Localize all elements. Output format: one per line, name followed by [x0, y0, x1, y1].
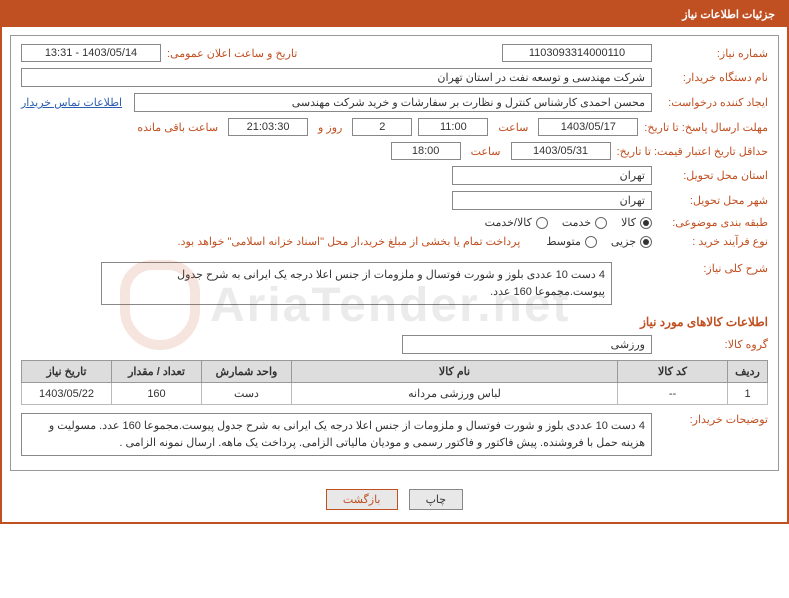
radio-item-minor[interactable]: جزیی	[611, 235, 652, 248]
print-button[interactable]: چاپ	[409, 489, 464, 510]
th-index: ردیف	[728, 361, 768, 383]
th-name: نام کالا	[292, 361, 618, 383]
value-city: تهران	[452, 191, 652, 210]
label-city: شهر محل تحویل:	[658, 194, 768, 207]
content-area: شماره نیاز: 1103093314000110 تاریخ و ساع…	[2, 27, 787, 522]
table-header-row: ردیف کد کالا نام کالا واحد شمارش تعداد /…	[22, 361, 768, 383]
value-need-number: 1103093314000110	[502, 44, 652, 62]
label-remaining: ساعت باقی مانده	[133, 121, 222, 134]
label-summary: شرح کلی نیاز:	[658, 262, 768, 275]
table-row: 1 -- لباس ورزشی مردانه دست 160 1403/05/2…	[22, 383, 768, 405]
value-pv-date: 1403/05/31	[511, 142, 611, 160]
label-need-number: شماره نیاز:	[658, 47, 768, 60]
radio-item-service[interactable]: خدمت	[562, 216, 607, 229]
th-unit: واحد شمارش	[202, 361, 292, 383]
value-pv-time: 18:00	[391, 142, 461, 160]
page-title: جزئیات اطلاعات نیاز	[682, 9, 775, 21]
value-countdown: 21:03:30	[228, 118, 308, 136]
label-buyer-org: نام دستگاه خریدار:	[658, 71, 768, 84]
radio-label-medium: متوسط	[546, 235, 581, 248]
value-deadline-time: 11:00	[418, 118, 488, 136]
th-qty: تعداد / مقدار	[112, 361, 202, 383]
label-days-and: روز و	[314, 121, 346, 134]
td-date: 1403/05/22	[22, 383, 112, 405]
label-category: طبقه بندی موضوعی:	[658, 216, 768, 229]
td-unit: دست	[202, 383, 292, 405]
radio-label-minor: جزیی	[611, 235, 636, 248]
value-buyer-org: شرکت مهندسی و توسعه نفت در استان تهران	[21, 68, 652, 87]
value-requester: محسن احمدی کارشناس کنترل و نظارت بر سفار…	[134, 93, 652, 112]
header-bar: جزئیات اطلاعات نیاز	[2, 2, 787, 27]
row-delivery-province: استان محل تحویل: تهران	[21, 166, 768, 185]
row-requester: ایجاد کننده درخواست: محسن احمدی کارشناس …	[21, 93, 768, 112]
td-index: 1	[728, 383, 768, 405]
row-buyer-org: نام دستگاه خریدار: شرکت مهندسی و توسعه ن…	[21, 68, 768, 87]
row-buyer-notes: توضیحات خریدار: 4 دست 10 عددی بلوز و شور…	[21, 413, 768, 456]
radio-label-goods: کالا	[621, 216, 636, 229]
value-summary: 4 دست 10 عددی بلوز و شورت فوتسال و ملزوم…	[101, 262, 612, 305]
row-need-number: شماره نیاز: 1103093314000110 تاریخ و ساع…	[21, 44, 768, 62]
radio-both[interactable]	[536, 217, 548, 229]
value-goods-group: ورزشی	[402, 335, 652, 354]
ptype-radio-group: جزیی متوسط	[546, 235, 652, 248]
th-date: تاریخ نیاز	[22, 361, 112, 383]
row-price-validity: حداقل تاریخ اعتبار قیمت: تا تاریخ: 1403/…	[21, 142, 768, 160]
row-summary: شرح کلی نیاز: 4 دست 10 عددی بلوز و شورت …	[21, 262, 768, 305]
th-code: کد کالا	[618, 361, 728, 383]
value-buyer-notes: 4 دست 10 عددی بلوز و شورت فوتسال و ملزوم…	[21, 413, 652, 456]
row-goods-group: گروه کالا: ورزشی	[21, 335, 768, 354]
value-announce-dt: 1403/05/14 - 13:31	[21, 44, 161, 62]
row-category: طبقه بندی موضوعی: کالا خدمت کالا/خدمت	[21, 216, 768, 229]
label-ptype: نوع فرآیند خرید :	[658, 235, 768, 248]
td-name: لباس ورزشی مردانه	[292, 383, 618, 405]
link-buyer-contact[interactable]: اطلاعات تماس خریدار	[21, 96, 122, 109]
radio-item-medium[interactable]: متوسط	[546, 235, 597, 248]
main-container: جزئیات اطلاعات نیاز شماره نیاز: 11030933…	[0, 0, 789, 524]
radio-minor[interactable]	[640, 236, 652, 248]
label-deadline-time: ساعت	[494, 121, 532, 134]
label-province: استان محل تحویل:	[658, 169, 768, 182]
radio-label-service: خدمت	[562, 216, 591, 229]
ptype-note: پرداخت تمام یا بخشی از مبلغ خرید،از محل …	[178, 235, 521, 248]
value-deadline-days: 2	[352, 118, 412, 136]
td-code: --	[618, 383, 728, 405]
td-qty: 160	[112, 383, 202, 405]
category-radio-group: کالا خدمت کالا/خدمت	[485, 216, 652, 229]
back-button[interactable]: بازگشت	[326, 489, 398, 510]
goods-section-title: اطلاعات کالاهای مورد نیاز	[21, 315, 768, 329]
button-bar: چاپ بازگشت	[10, 479, 779, 514]
label-pv-time: ساعت	[467, 145, 505, 158]
label-requester: ایجاد کننده درخواست:	[658, 96, 768, 109]
label-buyer-notes: توضیحات خریدار:	[658, 413, 768, 426]
details-panel: شماره نیاز: 1103093314000110 تاریخ و ساع…	[10, 35, 779, 471]
radio-label-both: کالا/خدمت	[485, 216, 532, 229]
row-response-deadline: مهلت ارسال پاسخ: تا تاریخ: 1403/05/17 سا…	[21, 118, 768, 136]
value-province: تهران	[452, 166, 652, 185]
label-deadline: مهلت ارسال پاسخ: تا تاریخ:	[644, 121, 768, 134]
radio-item-both[interactable]: کالا/خدمت	[485, 216, 548, 229]
radio-medium[interactable]	[585, 236, 597, 248]
goods-table: ردیف کد کالا نام کالا واحد شمارش تعداد /…	[21, 360, 768, 405]
row-purchase-type: نوع فرآیند خرید : جزیی متوسط پرداخت تمام…	[21, 235, 768, 248]
label-announce-dt: تاریخ و ساعت اعلان عمومی:	[167, 47, 297, 60]
radio-item-goods[interactable]: کالا	[621, 216, 652, 229]
radio-goods[interactable]	[640, 217, 652, 229]
radio-service[interactable]	[595, 217, 607, 229]
value-deadline-date: 1403/05/17	[538, 118, 638, 136]
label-goods-group: گروه کالا:	[658, 338, 768, 351]
row-delivery-city: شهر محل تحویل: تهران	[21, 191, 768, 210]
label-price-validity: حداقل تاریخ اعتبار قیمت: تا تاریخ:	[617, 145, 768, 158]
